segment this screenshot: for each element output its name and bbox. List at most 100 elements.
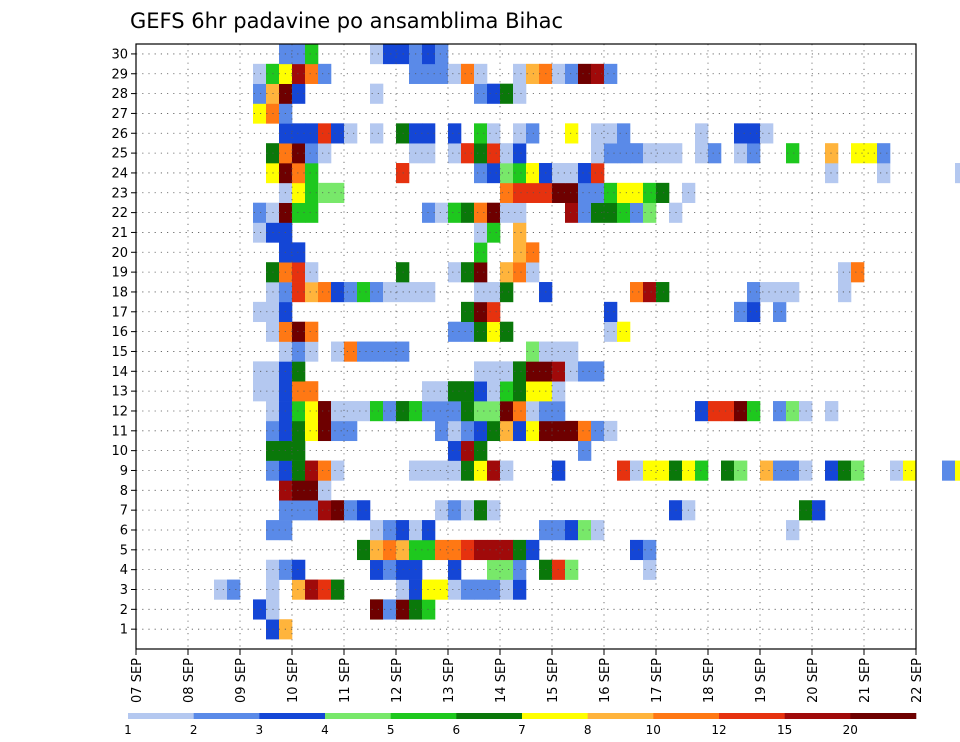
heatmap-cell xyxy=(630,182,644,203)
heatmap-cell xyxy=(474,163,488,184)
heatmap-cell xyxy=(526,163,540,184)
heatmap-cell xyxy=(695,123,709,144)
colorbar-label: 2 xyxy=(190,723,198,737)
heatmap-cell xyxy=(578,361,592,382)
heatmap-cell xyxy=(604,420,618,442)
colorbar-label: 12 xyxy=(711,723,726,737)
heatmap-cell xyxy=(565,123,579,144)
heatmap-cell xyxy=(435,401,449,422)
heatmap-cell xyxy=(292,579,306,600)
heatmap-cell xyxy=(747,282,761,303)
heatmap-cell xyxy=(513,381,527,402)
colorbar-swatch xyxy=(390,713,457,719)
heatmap-cell xyxy=(513,361,527,382)
colorbar-label: 20 xyxy=(843,723,858,737)
heatmap-cell xyxy=(318,282,332,303)
heatmap-cell xyxy=(903,460,917,481)
heatmap-cell xyxy=(747,123,761,144)
heatmap-cell xyxy=(513,202,527,223)
heatmap-cell xyxy=(331,420,345,442)
heatmap-cell xyxy=(487,361,501,382)
heatmap-cell xyxy=(292,361,306,382)
colorbar-label: 10 xyxy=(646,723,661,737)
heatmap-cell xyxy=(461,440,475,461)
y-tick-label: 22 xyxy=(111,206,128,221)
heatmap-cell xyxy=(617,460,631,481)
heatmap-cell xyxy=(474,440,488,461)
heatmap-cell xyxy=(318,460,332,481)
heatmap-cell xyxy=(344,282,358,303)
heatmap-cell xyxy=(344,123,358,144)
heatmap-cell xyxy=(487,163,501,184)
heatmap-cell xyxy=(461,460,475,481)
heatmap-cell xyxy=(747,301,761,323)
heatmap-cell xyxy=(383,539,397,561)
heatmap-cell xyxy=(383,559,397,580)
heatmap-cell xyxy=(448,579,462,600)
x-tick-label: 15 SEP xyxy=(546,658,561,703)
heatmap-cell xyxy=(526,63,540,84)
heatmap-cell xyxy=(500,420,514,442)
heatmap-cell xyxy=(604,123,618,144)
heatmap-cell xyxy=(487,321,501,342)
heatmap-cell xyxy=(630,460,644,481)
heatmap-cell xyxy=(370,83,384,104)
y-tick-label: 27 xyxy=(111,107,128,122)
heatmap-cell xyxy=(500,381,514,402)
heatmap-cell xyxy=(565,163,579,184)
heatmap-cell xyxy=(526,420,540,442)
heatmap-cell xyxy=(422,579,436,600)
heatmap-cell xyxy=(487,420,501,442)
heatmap-cell xyxy=(292,262,306,283)
heatmap-cell xyxy=(526,123,540,144)
heatmap-cell xyxy=(474,242,488,263)
heatmap-cell xyxy=(253,381,267,402)
heatmap-cell xyxy=(604,182,618,203)
x-tick-label: 11 SEP xyxy=(338,658,353,703)
colorbar-label: 5 xyxy=(387,723,395,737)
heatmap-cell xyxy=(305,163,319,184)
heatmap-cell xyxy=(305,401,319,422)
heatmap-cell xyxy=(253,222,267,243)
heatmap-cell xyxy=(578,520,592,541)
heatmap-cell xyxy=(734,460,748,481)
heatmap-cell xyxy=(487,500,501,521)
heatmap-cell xyxy=(318,420,332,442)
colorbar: 1 2 3 4 5 6 7 8 10 12 15 20 xyxy=(124,713,917,737)
heatmap-cell xyxy=(461,500,475,521)
heatmap-cell xyxy=(331,460,345,481)
heatmap-cell xyxy=(487,202,501,223)
heatmap-cell xyxy=(773,282,787,303)
colorbar-swatch xyxy=(653,713,720,719)
heatmap-cell xyxy=(500,83,514,104)
heatmap-cell xyxy=(474,579,488,600)
heatmap-cell xyxy=(331,500,345,521)
heatmap-cell xyxy=(474,143,488,164)
heatmap-cell xyxy=(500,143,514,164)
heatmap-cell xyxy=(591,202,605,223)
heatmap-cell xyxy=(214,579,228,600)
heatmap-cell xyxy=(435,460,449,481)
heatmap-cell xyxy=(656,143,670,164)
heatmap-cell xyxy=(292,420,306,442)
heatmap-cell xyxy=(448,202,462,223)
heatmap-cell xyxy=(448,539,462,561)
heatmap-cell xyxy=(838,460,852,481)
heatmap-cell xyxy=(344,500,358,521)
heatmap-cell xyxy=(513,63,527,84)
colorbar-label: 6 xyxy=(452,723,460,737)
heatmap-cell xyxy=(318,480,332,501)
heatmap-cell xyxy=(591,520,605,541)
heatmap-cell xyxy=(292,460,306,481)
heatmap-cell xyxy=(786,401,800,422)
heatmap-cell xyxy=(474,321,488,342)
heatmap-cell xyxy=(292,282,306,303)
colorbar-swatch xyxy=(850,713,917,719)
y-tick-label: 25 xyxy=(111,147,128,162)
heatmap-cell xyxy=(487,83,501,104)
heatmap-cell xyxy=(838,262,852,283)
heatmap-cell xyxy=(474,381,488,402)
y-tick-label: 29 xyxy=(111,67,128,82)
heatmap-cell xyxy=(448,460,462,481)
heatmap-cell xyxy=(838,282,852,303)
